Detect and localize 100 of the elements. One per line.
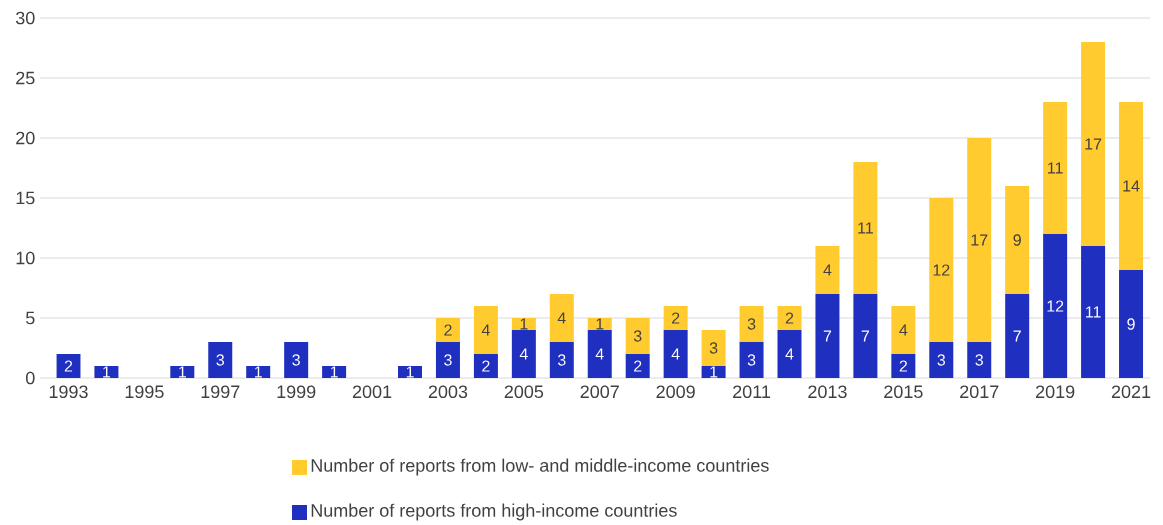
x-tick-label: 2013 — [808, 385, 847, 399]
bar — [511, 330, 536, 378]
data-label: 11 — [1086, 306, 1101, 318]
bar — [549, 294, 574, 342]
bar — [815, 246, 840, 294]
bar — [625, 318, 650, 354]
data-label: 3 — [633, 330, 642, 342]
x-tick-label: 2017 — [960, 385, 999, 399]
x-tick-label: 2021 — [1111, 385, 1151, 399]
bar — [1005, 294, 1030, 378]
data-label: 7 — [1013, 330, 1021, 342]
bar — [473, 306, 498, 354]
data-label: 12 — [1047, 300, 1064, 312]
x-tick-label: 2011 — [733, 385, 771, 399]
data-label: 2 — [634, 360, 642, 372]
bar — [815, 294, 840, 378]
bar — [625, 354, 650, 378]
bar — [1043, 102, 1068, 234]
data-label: 3 — [709, 342, 718, 354]
data-label: 3 — [937, 354, 946, 366]
data-label: 3 — [557, 354, 566, 366]
data-label: 3 — [292, 354, 300, 366]
y-tick-label: 0 — [25, 371, 35, 385]
bar — [739, 342, 764, 378]
data-label: 17 — [1085, 138, 1102, 150]
bar — [246, 366, 271, 378]
bar — [739, 306, 764, 342]
bar — [967, 138, 992, 342]
bar — [398, 366, 422, 378]
data-label: 1 — [520, 318, 528, 330]
data-label: 1 — [254, 366, 262, 378]
data-label: 11 — [858, 222, 873, 234]
bar — [929, 342, 954, 378]
bar — [1081, 246, 1106, 378]
bar — [663, 306, 688, 330]
bar — [322, 366, 347, 378]
data-label: 7 — [823, 330, 832, 342]
bar — [853, 294, 878, 378]
bar — [1005, 186, 1030, 294]
data-label: 14 — [1123, 180, 1140, 192]
data-label: 1 — [179, 366, 186, 378]
data-label: 4 — [785, 348, 794, 360]
x-tick-label: 1997 — [201, 385, 240, 399]
data-label: 1 — [103, 366, 111, 378]
data-label: 3 — [444, 354, 452, 366]
bar — [777, 306, 802, 330]
data-label: 1 — [406, 366, 414, 378]
x-tick-label: 2009 — [656, 385, 695, 399]
data-label: 4 — [557, 312, 566, 324]
data-label: 3 — [747, 354, 756, 366]
x-tick-label: 2003 — [428, 385, 468, 399]
bar — [435, 342, 460, 378]
bar — [587, 330, 612, 378]
x-tick-label: 2019 — [1036, 385, 1075, 399]
x-tick-label: 2001 — [352, 385, 392, 399]
x-tick-label: 2007 — [580, 385, 619, 399]
bar — [929, 198, 954, 342]
bar — [853, 162, 878, 294]
bar — [663, 330, 688, 378]
bar — [1119, 270, 1144, 378]
data-label: 7 — [861, 330, 870, 342]
y-tick-label: 15 — [16, 191, 35, 205]
x-tick-label: 1995 — [125, 385, 164, 399]
data-label: 4 — [823, 264, 832, 276]
bar — [435, 318, 460, 342]
data-label: 17 — [971, 234, 988, 246]
x-tick-label: 2015 — [884, 385, 923, 399]
data-label: 11 — [1048, 162, 1063, 174]
data-label: 12 — [933, 264, 950, 276]
bar — [891, 306, 916, 354]
bar — [701, 330, 726, 366]
bar — [549, 342, 574, 378]
data-label: 2 — [64, 360, 73, 372]
bar — [94, 366, 119, 378]
data-label: 4 — [595, 348, 604, 360]
data-label: 2 — [672, 312, 680, 324]
bar — [967, 342, 992, 378]
data-label: 3 — [747, 318, 756, 330]
data-label: 2 — [785, 312, 794, 324]
data-label: 3 — [975, 354, 983, 366]
bar — [891, 354, 916, 378]
y-tick-label: 20 — [16, 131, 35, 145]
data-label: 1 — [330, 366, 338, 378]
data-label: 3 — [216, 354, 225, 366]
bar — [777, 330, 802, 378]
bar — [1043, 234, 1068, 378]
legend-label: Number of reports from low- and middle-income countries — [311, 458, 769, 476]
bar — [208, 342, 233, 378]
data-label: 2 — [444, 324, 452, 336]
data-label: 1 — [596, 318, 604, 330]
y-tick-label: 30 — [15, 11, 35, 25]
y-tick-label: 10 — [16, 251, 35, 265]
y-tick-label: 5 — [25, 311, 35, 325]
data-label: 4 — [899, 324, 908, 336]
bar — [284, 342, 309, 378]
bar — [1081, 42, 1106, 246]
bar — [170, 366, 195, 378]
data-label: 4 — [671, 348, 680, 360]
data-label: 9 — [1013, 234, 1021, 246]
x-tick-label: 2005 — [504, 385, 544, 399]
